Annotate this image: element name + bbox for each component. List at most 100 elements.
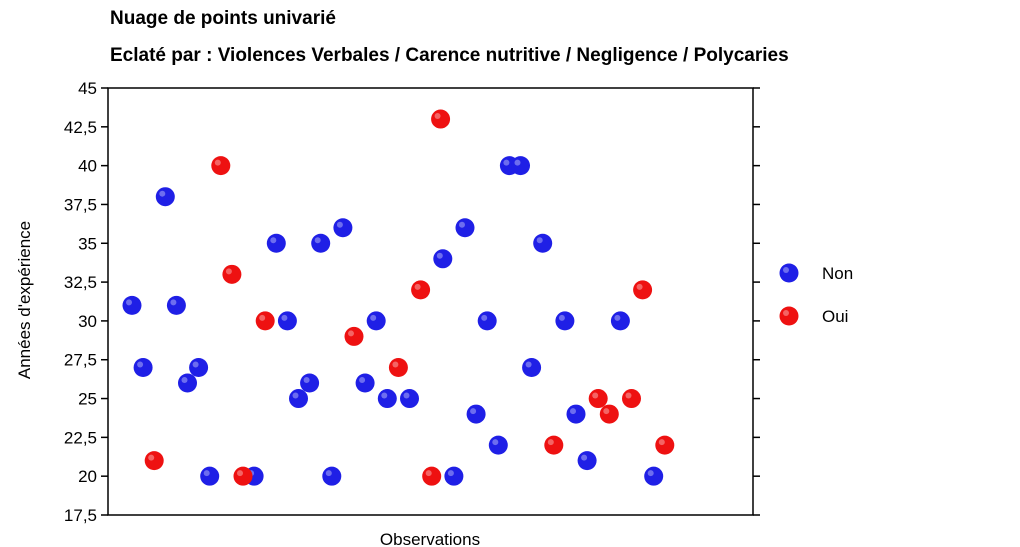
legend-label-non: Non: [822, 264, 853, 283]
data-point-highlight: [214, 159, 221, 166]
data-point-highlight: [303, 377, 310, 384]
y-axis-label: Années d'expérience: [15, 221, 34, 379]
chart-title: Nuage de points univarié: [110, 8, 336, 29]
data-point-non: [133, 357, 153, 377]
legend-marker-highlight: [783, 267, 789, 273]
data-point-non: [455, 218, 475, 238]
data-point-highlight: [558, 314, 565, 321]
legend: Non Oui: [779, 263, 853, 326]
data-point-highlight: [281, 314, 288, 321]
data-point-highlight: [436, 252, 443, 259]
data-point-non: [155, 187, 175, 207]
data-point-non: [577, 451, 597, 471]
data-point-highlight: [459, 221, 465, 228]
data-point-oui: [411, 280, 431, 300]
data-point-highlight: [503, 159, 510, 166]
data-point-highlight: [425, 470, 432, 477]
x-axis-label: Observations: [380, 530, 480, 547]
data-point-highlight: [325, 470, 332, 477]
data-point-highlight: [181, 377, 188, 384]
data-point-oui: [388, 357, 408, 377]
y-tick-label: 25: [78, 390, 97, 409]
data-point-highlight: [159, 190, 166, 197]
data-point-oui: [633, 280, 653, 300]
y-tick-label: 45: [78, 79, 97, 98]
data-point-non: [466, 404, 486, 424]
data-point-highlight: [414, 283, 421, 290]
data-point-highlight: [570, 408, 576, 415]
data-point-highlight: [137, 361, 144, 368]
data-point-highlight: [336, 221, 343, 228]
data-point-non: [266, 233, 286, 253]
data-point-highlight: [625, 392, 632, 399]
data-point-oui: [422, 466, 442, 486]
data-point-oui: [544, 435, 564, 455]
data-point-highlight: [170, 299, 177, 306]
data-point-non: [644, 466, 664, 486]
data-point-highlight: [614, 314, 621, 321]
data-point-highlight: [481, 314, 488, 321]
chart-subtitle: Eclaté par : Violences Verbales / Carenc…: [110, 45, 789, 66]
data-points: [122, 109, 675, 486]
y-tick-label: 32,5: [64, 273, 97, 292]
data-point-non: [610, 311, 630, 331]
y-tick-label: 35: [78, 234, 97, 253]
plot-frame: [107, 87, 754, 516]
data-point-highlight: [359, 377, 366, 384]
data-point-non: [166, 295, 186, 315]
data-point-highlight: [381, 392, 388, 399]
data-point-highlight: [547, 439, 554, 446]
data-point-highlight: [225, 268, 232, 275]
data-point-highlight: [270, 237, 277, 244]
data-point-oui: [233, 466, 253, 486]
data-point-highlight: [581, 454, 588, 461]
y-tick-label: 22,5: [64, 428, 97, 447]
data-point-oui: [599, 404, 619, 424]
data-point-highlight: [492, 439, 499, 446]
data-point-non: [200, 466, 220, 486]
data-point-highlight: [536, 237, 543, 244]
data-point-highlight: [292, 392, 299, 399]
data-point-non: [300, 373, 320, 393]
data-point-highlight: [470, 408, 477, 415]
y-tick-label: 37,5: [64, 195, 97, 214]
data-point-oui: [622, 389, 641, 409]
data-point-highlight: [403, 392, 410, 399]
data-point-highlight: [514, 159, 521, 166]
data-point-highlight: [203, 470, 210, 477]
y-axis: 17,5 20 22,5 25 27,5 30 32,5 35 37,5 40 42,5 45: [64, 79, 760, 525]
data-point-non: [311, 233, 331, 253]
legend-marker-oui: [779, 306, 799, 326]
data-point-non: [178, 373, 197, 393]
y-tick-label: 40: [78, 157, 97, 176]
data-point-non: [488, 435, 508, 455]
y-tick-label: 30: [78, 312, 97, 331]
data-point-non: [533, 233, 553, 253]
data-point-non: [444, 466, 464, 486]
y-tick-label: 27,5: [64, 351, 97, 370]
data-point-non: [289, 389, 308, 409]
data-point-highlight: [148, 454, 155, 461]
data-point-non: [555, 311, 575, 331]
data-point-oui: [222, 264, 242, 284]
data-point-highlight: [636, 283, 643, 290]
data-point-non: [433, 249, 453, 269]
data-point-non: [355, 373, 375, 393]
data-point-non: [322, 466, 342, 486]
data-point-highlight: [348, 330, 354, 337]
data-point-highlight: [237, 470, 243, 477]
data-point-oui: [344, 326, 364, 346]
data-point-oui: [144, 451, 164, 471]
data-point-non: [400, 389, 419, 409]
data-point-highlight: [126, 299, 132, 306]
data-point-highlight: [434, 113, 441, 120]
data-point-highlight: [647, 470, 654, 477]
data-point-highlight: [192, 361, 199, 368]
data-point-oui: [211, 156, 231, 176]
data-point-highlight: [259, 314, 266, 321]
data-point-non: [511, 156, 530, 176]
legend-marker-highlight: [783, 310, 789, 316]
data-point-non: [189, 357, 209, 377]
y-tick-label: 20: [78, 467, 97, 486]
